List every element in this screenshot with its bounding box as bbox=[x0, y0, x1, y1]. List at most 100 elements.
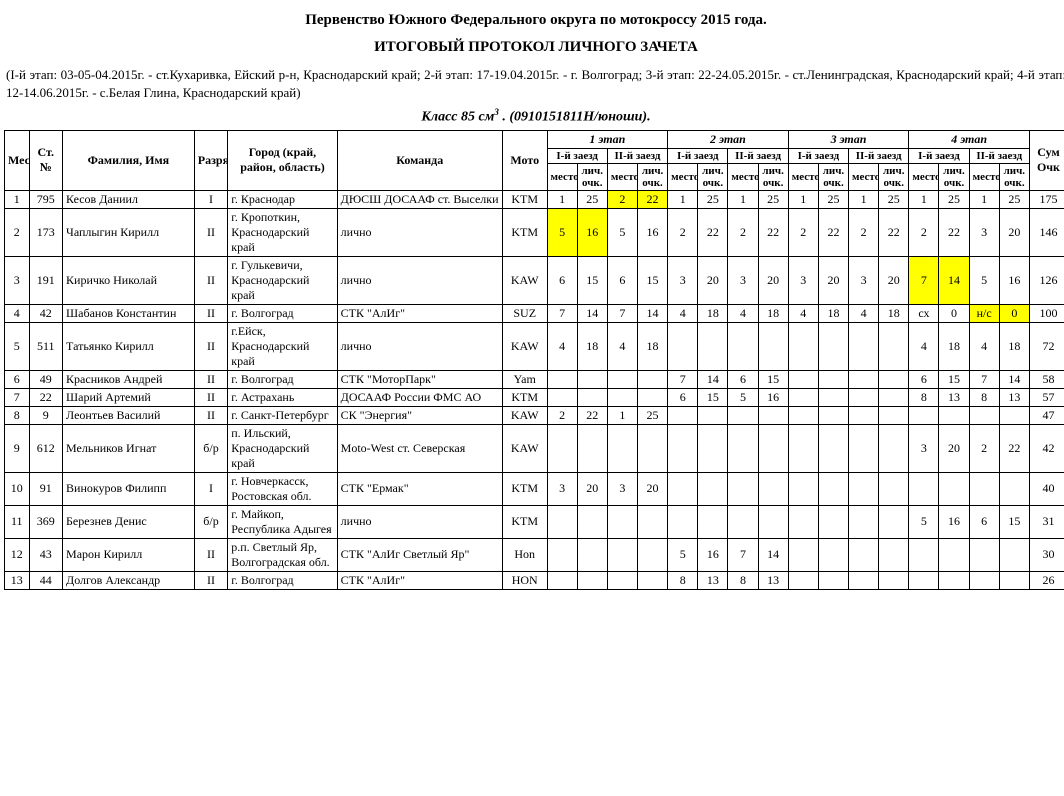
cell: г. Астрахань bbox=[228, 388, 337, 406]
cell: 2 bbox=[728, 208, 758, 256]
cell: 2 bbox=[969, 424, 999, 472]
hdr-stage3: 3 этап bbox=[788, 130, 909, 148]
cell: 4 bbox=[668, 304, 698, 322]
cell: 15 bbox=[637, 256, 667, 304]
cell: 4 bbox=[547, 322, 577, 370]
cell bbox=[939, 538, 969, 571]
cell: 40 bbox=[1029, 472, 1064, 505]
stages-description: (I-й этап: 03-05-04.2015г. - ст.Кухаривк… bbox=[6, 66, 1064, 101]
hdr-mesto: место bbox=[969, 163, 999, 190]
cell: 7 bbox=[668, 370, 698, 388]
cell: 18 bbox=[939, 322, 969, 370]
cell bbox=[879, 322, 909, 370]
cell: 20 bbox=[818, 256, 848, 304]
cell: Винокуров Филипп bbox=[63, 472, 195, 505]
hdr-sum: Сум Очк bbox=[1029, 130, 1064, 190]
cell: 22 bbox=[999, 424, 1029, 472]
cell bbox=[758, 406, 788, 424]
cell: II bbox=[194, 208, 227, 256]
cell: 7 bbox=[607, 304, 637, 322]
cell bbox=[818, 406, 848, 424]
cell: 26 bbox=[1029, 571, 1064, 589]
cell bbox=[939, 472, 969, 505]
cell bbox=[879, 472, 909, 505]
cell: 20 bbox=[758, 256, 788, 304]
cell: I bbox=[194, 190, 227, 208]
cell: 14 bbox=[637, 304, 667, 322]
table-row: 89Леонтьев ВасилийIIг. Санкт-ПетербургСК… bbox=[5, 406, 1064, 424]
table-body: 1795Кесов ДаниилIг. КраснодарДЮСШ ДОСААФ… bbox=[5, 190, 1064, 589]
results-table: Место Ст. № Фамилия, Имя Разряд Город (к… bbox=[4, 130, 1064, 590]
cell: 6 bbox=[547, 256, 577, 304]
cell bbox=[818, 424, 848, 472]
hdr-rank: Разряд bbox=[194, 130, 227, 190]
cell: 13 bbox=[5, 571, 30, 589]
cell: 175 bbox=[1029, 190, 1064, 208]
cell bbox=[849, 505, 879, 538]
cell: 14 bbox=[577, 304, 607, 322]
cell: Долгов Александр bbox=[63, 571, 195, 589]
cell: СТК "МоторПарк" bbox=[337, 370, 502, 388]
table-row: 11369Березнев Денисб/рг. Майкоп, Республ… bbox=[5, 505, 1064, 538]
cell: 3 bbox=[849, 256, 879, 304]
cell: KTM bbox=[502, 208, 547, 256]
cell: II bbox=[194, 538, 227, 571]
cell bbox=[939, 571, 969, 589]
cell: II bbox=[194, 388, 227, 406]
cell: 16 bbox=[939, 505, 969, 538]
cell: 9 bbox=[5, 424, 30, 472]
cell: ДОСААФ России ФМС АО bbox=[337, 388, 502, 406]
cell bbox=[849, 472, 879, 505]
cell bbox=[999, 571, 1029, 589]
cell: 15 bbox=[698, 388, 728, 406]
cell: 1 bbox=[788, 190, 818, 208]
cell: 43 bbox=[29, 538, 62, 571]
cell: 14 bbox=[758, 538, 788, 571]
cell: II bbox=[194, 571, 227, 589]
cell: 22 bbox=[29, 388, 62, 406]
hdr-city: Город (край, район, область) bbox=[228, 130, 337, 190]
hdr-heat: I-й заезд bbox=[668, 148, 728, 163]
hdr-mesto: место bbox=[728, 163, 758, 190]
cell bbox=[728, 505, 758, 538]
cell: 22 bbox=[818, 208, 848, 256]
cell: г. Гулькевичи, Краснодарский край bbox=[228, 256, 337, 304]
cell bbox=[637, 571, 667, 589]
hdr-heat: II-й заезд bbox=[969, 148, 1029, 163]
cell: 25 bbox=[577, 190, 607, 208]
cell: 2 bbox=[909, 208, 939, 256]
cell: 7 bbox=[728, 538, 758, 571]
cell bbox=[698, 505, 728, 538]
cell: 146 bbox=[1029, 208, 1064, 256]
cell: 47 bbox=[1029, 406, 1064, 424]
cell: г. Майкоп, Республика Адыгея bbox=[228, 505, 337, 538]
cell: 191 bbox=[29, 256, 62, 304]
hdr-mesto: место bbox=[668, 163, 698, 190]
hdr-stno: Ст. № bbox=[29, 130, 62, 190]
cell: 30 bbox=[1029, 538, 1064, 571]
cell: KAW bbox=[502, 322, 547, 370]
cell: Леонтьев Василий bbox=[63, 406, 195, 424]
cell: 1 bbox=[849, 190, 879, 208]
table-row: 3191Киричко НиколайIIг. Гулькевичи, Крас… bbox=[5, 256, 1064, 304]
cell: 42 bbox=[29, 304, 62, 322]
table-row: 722Шарий АртемийIIг. АстраханьДОСААФ Рос… bbox=[5, 388, 1064, 406]
table-row: 649Красников АндрейIIг. ВолгоградСТК "Мо… bbox=[5, 370, 1064, 388]
cell bbox=[909, 472, 939, 505]
cell: 2 bbox=[788, 208, 818, 256]
cell: 3 bbox=[668, 256, 698, 304]
cell bbox=[788, 571, 818, 589]
cell: KAW bbox=[502, 256, 547, 304]
cell: 72 bbox=[1029, 322, 1064, 370]
cell: СТК "АлИг Светлый Яр" bbox=[337, 538, 502, 571]
cell: 6 bbox=[969, 505, 999, 538]
cell: 5 bbox=[547, 208, 577, 256]
cell: 5 bbox=[668, 538, 698, 571]
cell: 20 bbox=[577, 472, 607, 505]
cell bbox=[879, 505, 909, 538]
cell: 3 bbox=[728, 256, 758, 304]
cell bbox=[728, 322, 758, 370]
cell: 16 bbox=[758, 388, 788, 406]
cell: 15 bbox=[577, 256, 607, 304]
cell bbox=[668, 472, 698, 505]
